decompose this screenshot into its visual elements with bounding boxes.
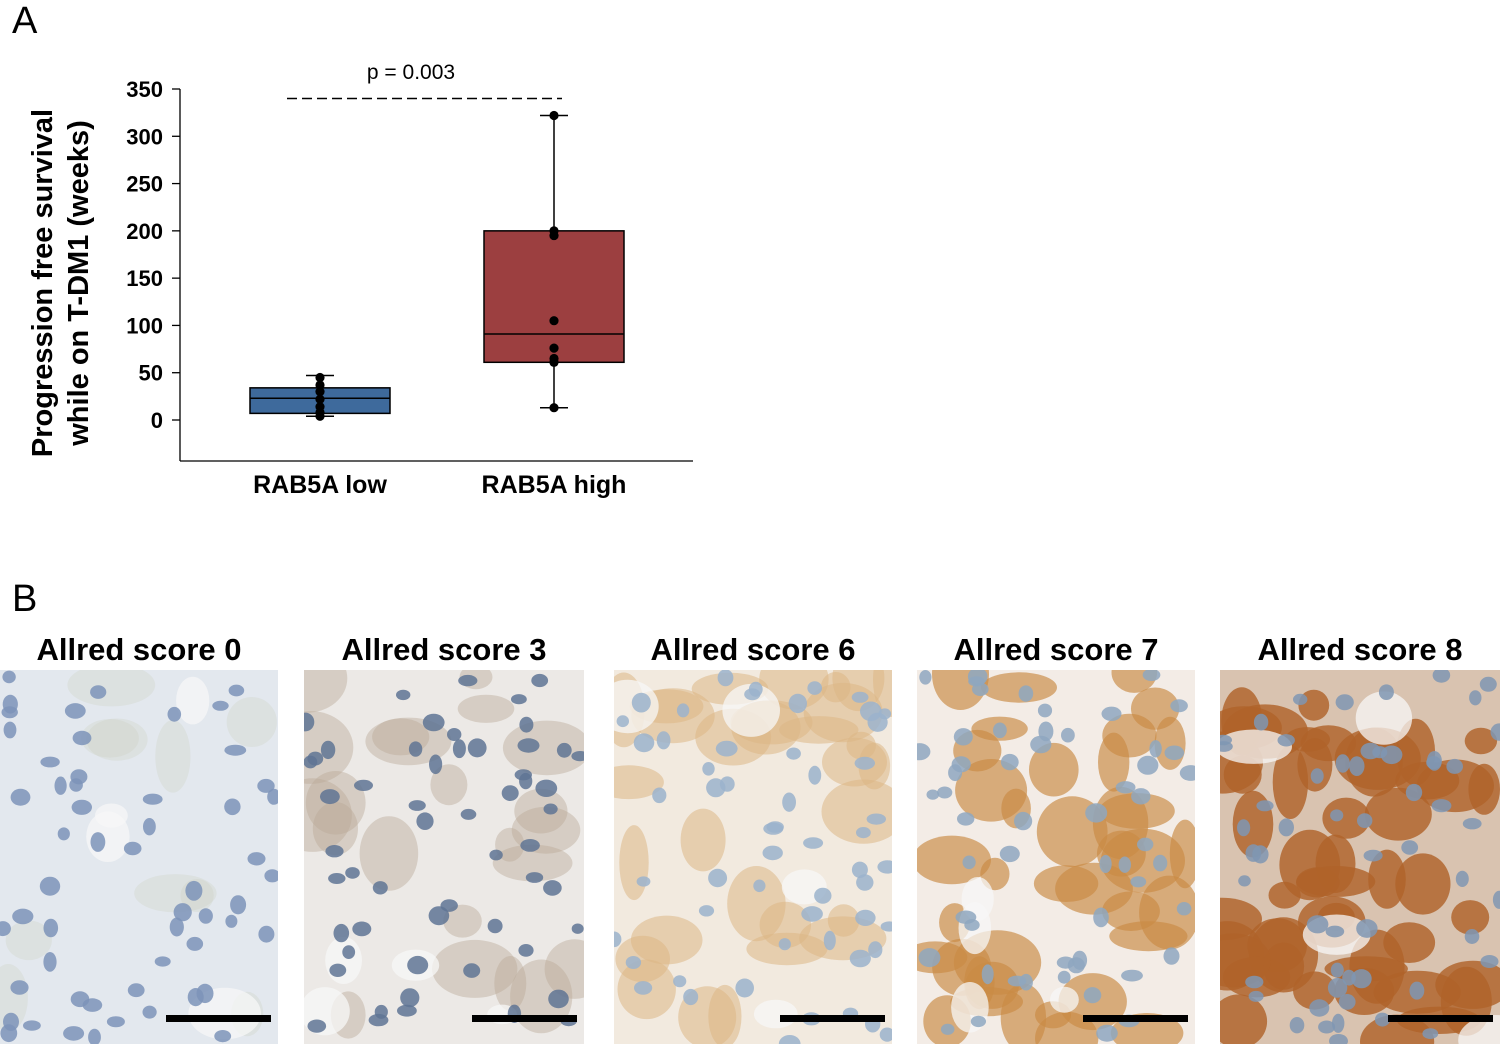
- ihc-micrograph-image: [0, 670, 278, 1044]
- data-point: [549, 353, 559, 364]
- panel-label-b: B: [12, 578, 38, 620]
- data-point: [315, 387, 325, 397]
- data-point: [549, 403, 559, 413]
- ihc-micrograph-image: [917, 670, 1195, 1044]
- box-plot-chart: 0 50 100 150 200 250 300 350 RAB5A low RAB5A high…: [27, 61, 693, 499]
- y-tick-label: 350: [126, 77, 163, 102]
- p-value-label: p = 0.003: [367, 61, 455, 84]
- data-point: [315, 372, 325, 383]
- y-axis-title: Progression free survival while on T-DM1 …: [27, 109, 95, 457]
- mark-layer: p = 0.003: [249, 61, 625, 421]
- micrograph-title: Allred score 0: [36, 632, 242, 667]
- x-tick-label: RAB5A low: [253, 471, 387, 499]
- scale-bar: [1083, 1015, 1188, 1022]
- scale-bar: [472, 1015, 577, 1022]
- micrograph-title: Allred score 3: [341, 632, 547, 667]
- data-point: [549, 226, 559, 236]
- y-tick-label: 150: [126, 266, 163, 291]
- scale-bar: [166, 1015, 271, 1022]
- data-point: [549, 110, 559, 121]
- panel-label-a: A: [12, 0, 38, 42]
- box-low: [249, 372, 391, 421]
- data-point: [549, 343, 559, 353]
- box-high: [483, 110, 625, 413]
- axis-layer: 0 50 100 150 200 250 300 350 RAB5A low RAB5A high…: [27, 77, 693, 499]
- micrograph-title: Allred score 8: [1257, 632, 1463, 667]
- y-tick-label: 250: [126, 172, 163, 197]
- y-tick-label: 300: [126, 124, 163, 149]
- micrograph-title: Allred score 7: [953, 632, 1159, 667]
- ihc-micrograph-image: [304, 670, 584, 1044]
- ihc-micrograph-image: [1220, 670, 1500, 1044]
- scale-bar: [780, 1015, 885, 1022]
- y-tick-label: 50: [139, 361, 163, 386]
- y-tick-label: 0: [151, 408, 163, 433]
- data-point: [315, 402, 325, 412]
- y-tick-label: 200: [126, 219, 163, 244]
- y-tick-label: 100: [126, 313, 163, 338]
- micrograph-title: Allred score 6: [650, 632, 856, 667]
- data-point: [315, 394, 325, 404]
- ihc-micrograph-image: [614, 670, 892, 1044]
- x-tick-label: RAB5A high: [482, 471, 627, 499]
- iqr-box: [483, 230, 625, 364]
- data-point: [549, 316, 559, 326]
- scale-bar: [1388, 1015, 1493, 1022]
- data-point: [315, 380, 325, 390]
